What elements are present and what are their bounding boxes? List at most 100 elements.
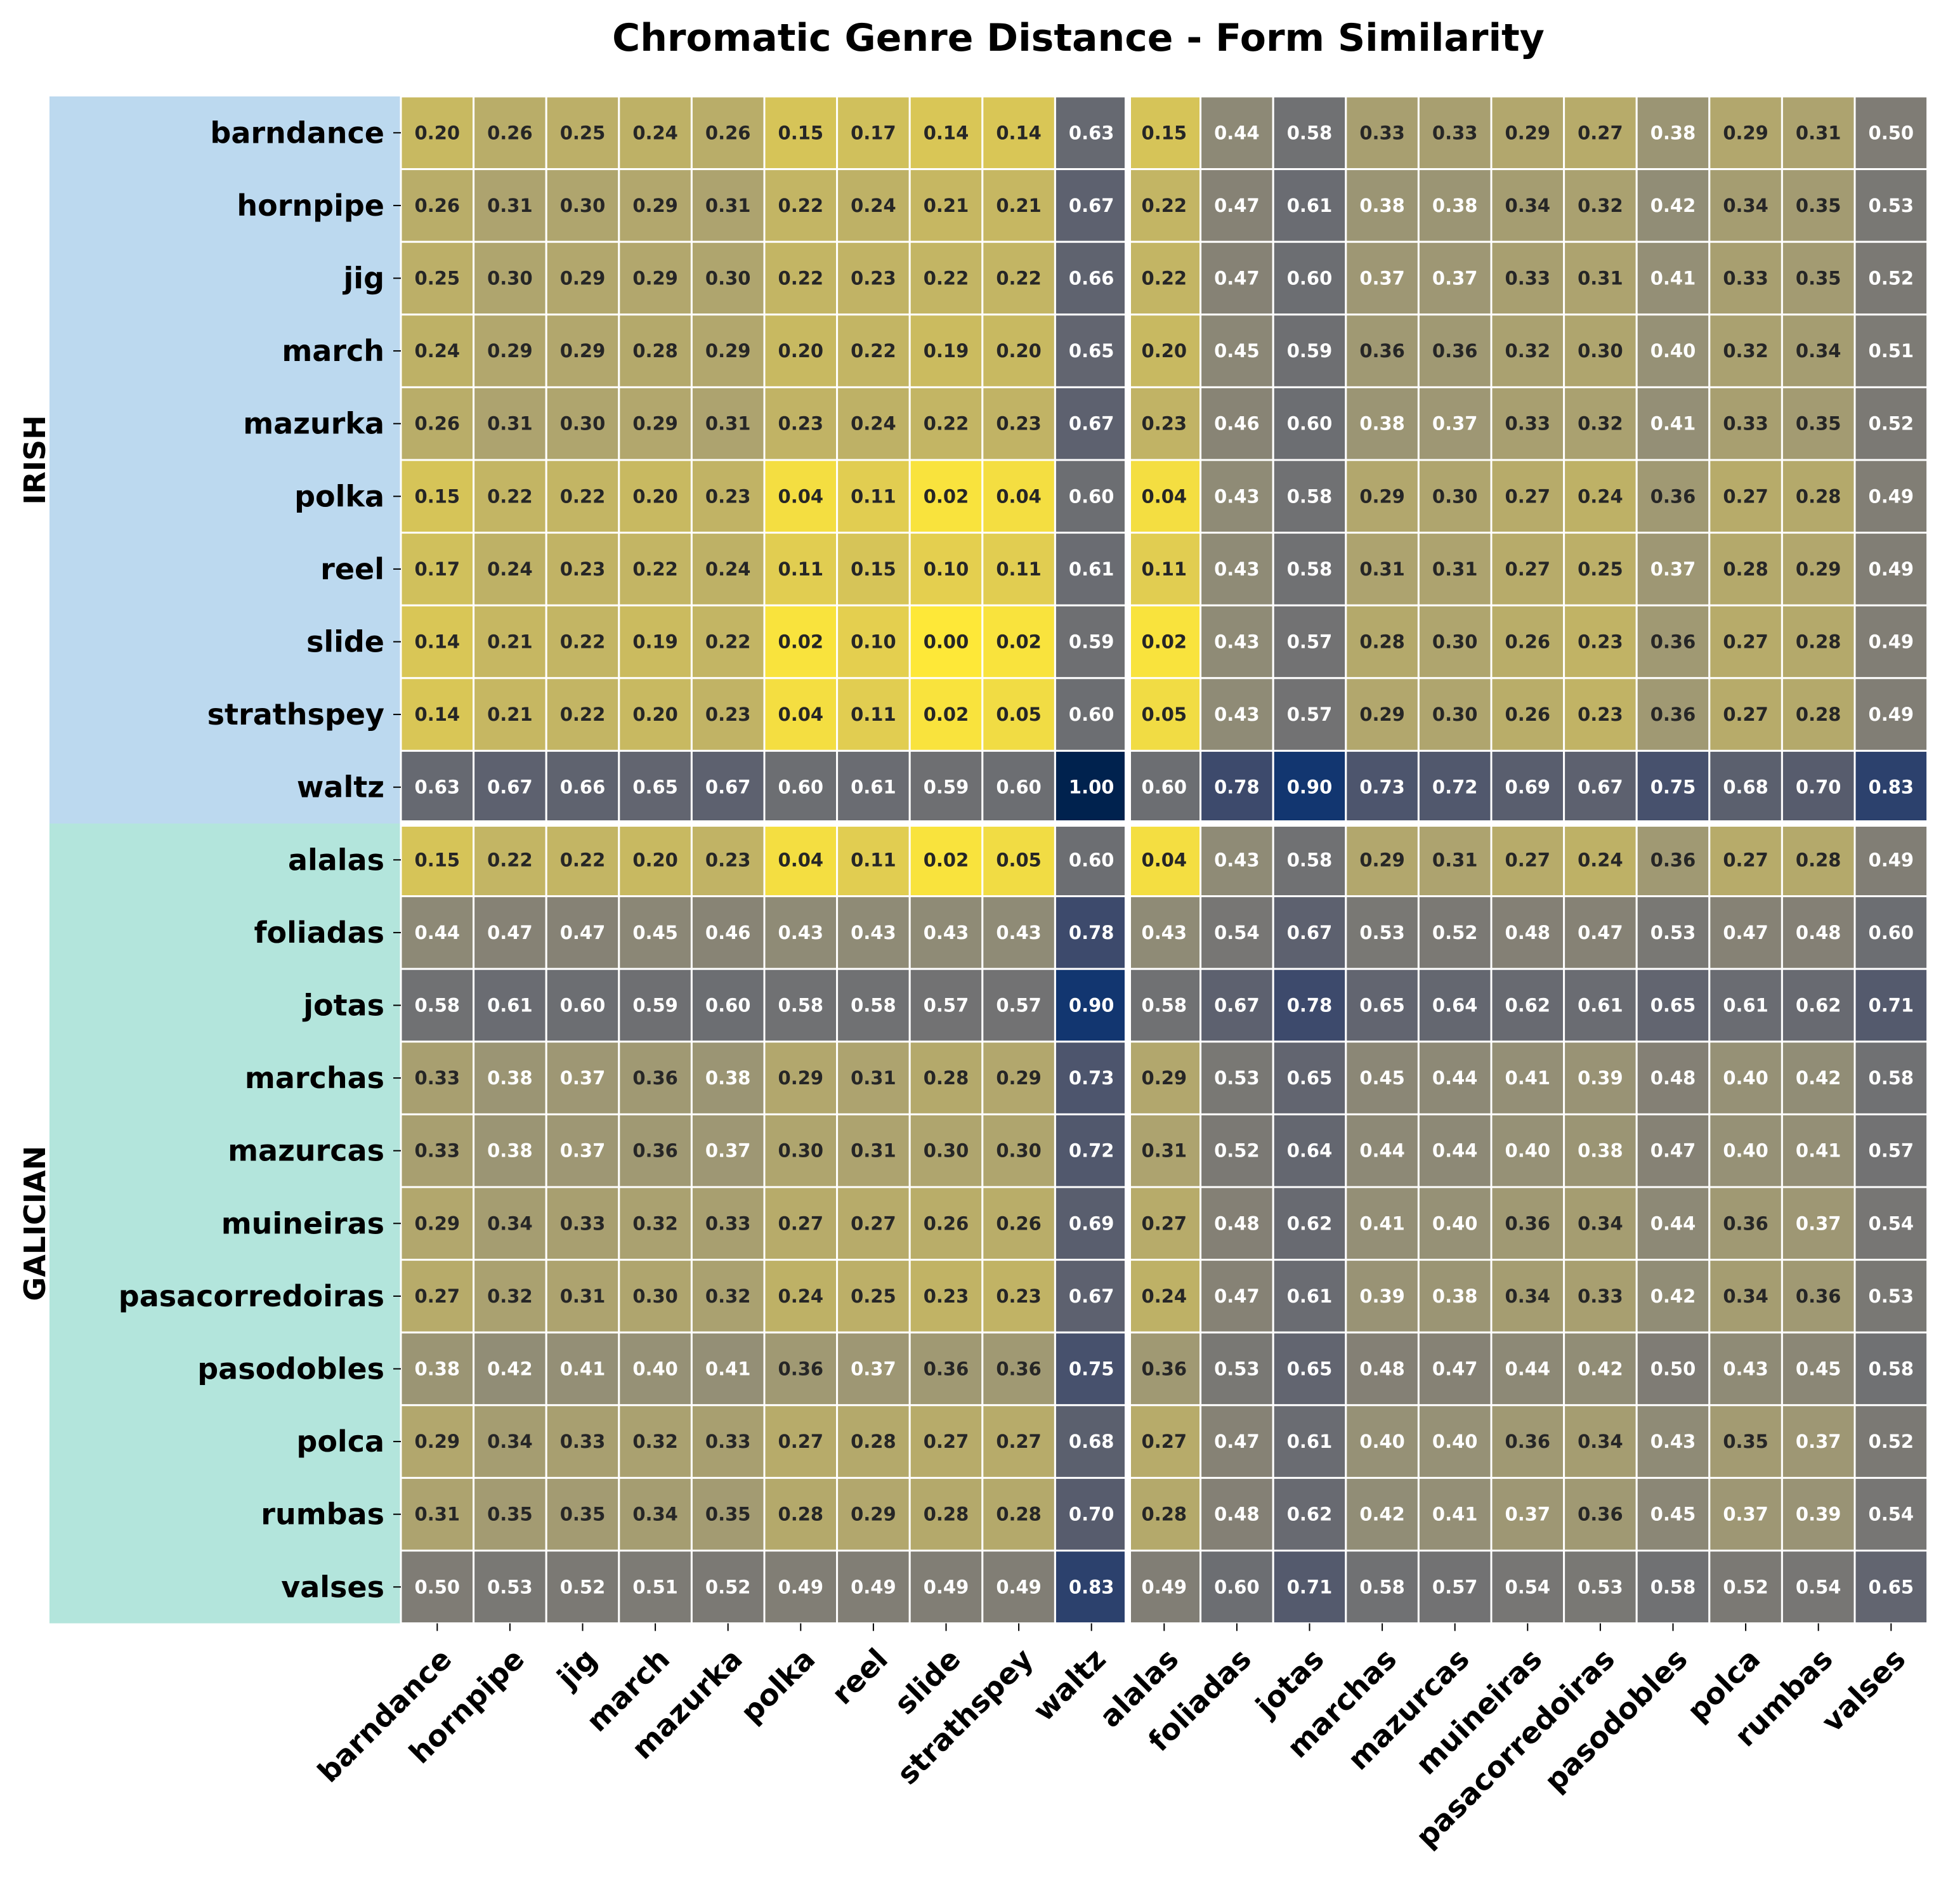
heatmap-cell bbox=[908, 459, 984, 534]
heatmap-cell bbox=[908, 895, 984, 970]
row-label-foliadas: foliadas bbox=[254, 916, 384, 950]
cell-value-label: 0.32 bbox=[487, 1285, 533, 1307]
heatmap-cell bbox=[1490, 895, 1565, 970]
cell-value-label: 0.27 bbox=[1723, 631, 1768, 653]
cell-value-label: 0.36 bbox=[778, 1358, 824, 1380]
cell-value-label: 0.29 bbox=[415, 1431, 461, 1452]
cell-value-label: 0.61 bbox=[1287, 195, 1333, 216]
heatmap-cell bbox=[1853, 240, 1929, 316]
row-label-march: march bbox=[282, 334, 384, 368]
cell-value-label: 0.33 bbox=[1359, 122, 1405, 143]
heatmap-cell bbox=[1490, 749, 1565, 825]
cell-value-label: 0.65 bbox=[1869, 1576, 1914, 1598]
heatmap-cell bbox=[1708, 895, 1783, 970]
cell-value-label: 0.11 bbox=[1142, 558, 1187, 580]
group-band-irish bbox=[49, 96, 401, 824]
cell-value-label: 0.30 bbox=[632, 1285, 678, 1307]
heatmap-cell bbox=[1781, 895, 1856, 970]
heatmap-cell bbox=[690, 532, 766, 607]
heatmap-cell bbox=[1853, 895, 1929, 970]
cell-value-label: 0.26 bbox=[415, 195, 461, 216]
heatmap-cell bbox=[1563, 1113, 1638, 1188]
cell-value-label: 0.36 bbox=[1723, 1212, 1768, 1234]
cell-value-label: 0.24 bbox=[851, 413, 896, 435]
cell-value-label: 0.38 bbox=[705, 1067, 751, 1089]
cell-value-label: 0.22 bbox=[705, 631, 751, 653]
cell-value-label: 0.31 bbox=[851, 1067, 896, 1089]
cell-value-label: 0.62 bbox=[1505, 995, 1551, 1016]
heatmap-cell bbox=[1781, 677, 1856, 752]
heatmap-cell bbox=[1345, 895, 1420, 970]
heatmap-cell bbox=[836, 1041, 911, 1115]
cell-value-label: 0.22 bbox=[924, 413, 969, 435]
cell-value-label: 0.35 bbox=[705, 1504, 751, 1525]
heatmap-cell bbox=[618, 459, 693, 534]
heatmap-cell bbox=[545, 168, 620, 243]
cell-value-label: 0.53 bbox=[1214, 1358, 1260, 1380]
heatmap-cell bbox=[1054, 313, 1129, 388]
cell-value-label: 0.26 bbox=[705, 122, 751, 143]
cell-value-label: 0.22 bbox=[560, 849, 606, 870]
cell-value-label: 0.48 bbox=[1505, 922, 1551, 943]
cell-value-label: 0.30 bbox=[924, 1140, 969, 1162]
heatmap-cell bbox=[1853, 1259, 1929, 1334]
cell-value-label: 0.10 bbox=[851, 631, 896, 653]
heatmap-cell bbox=[836, 604, 911, 680]
cell-value-label: 0.23 bbox=[778, 413, 824, 435]
heatmap-cell bbox=[1127, 1186, 1202, 1261]
cell-value-label: 0.34 bbox=[1505, 1285, 1551, 1307]
cell-value-label: 0.24 bbox=[778, 1285, 824, 1307]
cell-value-label: 0.32 bbox=[1723, 340, 1768, 362]
cell-value-label: 0.22 bbox=[778, 268, 824, 289]
cell-value-label: 0.40 bbox=[1723, 1067, 1768, 1089]
heatmap-cell bbox=[1635, 895, 1711, 970]
cell-value-label: 0.28 bbox=[1796, 849, 1841, 870]
cell-value-label: 0.47 bbox=[1578, 922, 1623, 943]
heatmap-cell bbox=[618, 749, 693, 825]
heatmap-cell bbox=[1781, 968, 1856, 1043]
cell-value-label: 0.33 bbox=[705, 1212, 751, 1234]
cell-value-label: 0.37 bbox=[560, 1067, 606, 1089]
cell-value-label: 0.23 bbox=[1578, 704, 1623, 725]
cell-value-label: 0.22 bbox=[851, 340, 896, 362]
heatmap-cell bbox=[1417, 1186, 1493, 1261]
cell-value-label: 0.38 bbox=[1432, 1285, 1478, 1307]
cell-value-label: 0.37 bbox=[1723, 1504, 1768, 1525]
cell-value-label: 0.20 bbox=[415, 122, 461, 143]
cell-value-label: 0.47 bbox=[1214, 268, 1260, 289]
cell-value-label: 0.57 bbox=[1287, 631, 1333, 653]
cell-value-label: 0.73 bbox=[1069, 1067, 1114, 1089]
cell-value-label: 0.60 bbox=[1869, 922, 1914, 943]
heatmap-cell bbox=[1417, 1476, 1493, 1552]
cell-value-label: 0.36 bbox=[632, 1067, 678, 1089]
heatmap-cell bbox=[763, 240, 839, 316]
heatmap-cell bbox=[1490, 1186, 1565, 1261]
heatmap-cell bbox=[1635, 1186, 1711, 1261]
heatmap-cell bbox=[981, 895, 1056, 970]
heatmap-cell bbox=[1563, 1476, 1638, 1552]
cell-value-label: 0.57 bbox=[1287, 704, 1333, 725]
heatmap-cell bbox=[1708, 1476, 1783, 1552]
cell-value-label: 0.27 bbox=[1578, 122, 1623, 143]
cell-value-label: 0.29 bbox=[1142, 1067, 1187, 1089]
heatmap-cell bbox=[473, 604, 547, 680]
heatmap-cell bbox=[545, 1404, 620, 1479]
cell-value-label: 0.67 bbox=[705, 777, 751, 798]
cell-value-label: 0.30 bbox=[1432, 631, 1478, 653]
heatmap-cell bbox=[473, 1186, 547, 1261]
heatmap-cell bbox=[1490, 386, 1565, 461]
cell-value-label: 0.37 bbox=[1432, 413, 1478, 435]
heatmap-cell bbox=[1708, 168, 1783, 243]
cell-value-label: 1.00 bbox=[1069, 777, 1114, 798]
cell-value-label: 0.30 bbox=[1578, 340, 1623, 362]
heatmap-cell bbox=[763, 459, 839, 534]
cell-value-label: 0.49 bbox=[1142, 1576, 1187, 1598]
cell-value-label: 0.27 bbox=[1505, 558, 1551, 580]
heatmap-cell bbox=[1054, 532, 1129, 607]
cell-value-label: 0.53 bbox=[1869, 1285, 1914, 1307]
heatmap-cell bbox=[1563, 240, 1638, 316]
heatmap-cell bbox=[618, 1041, 693, 1115]
cell-value-label: 0.36 bbox=[1650, 704, 1696, 725]
cell-value-label: 0.66 bbox=[1069, 268, 1114, 289]
heatmap-cell bbox=[1272, 1259, 1347, 1334]
